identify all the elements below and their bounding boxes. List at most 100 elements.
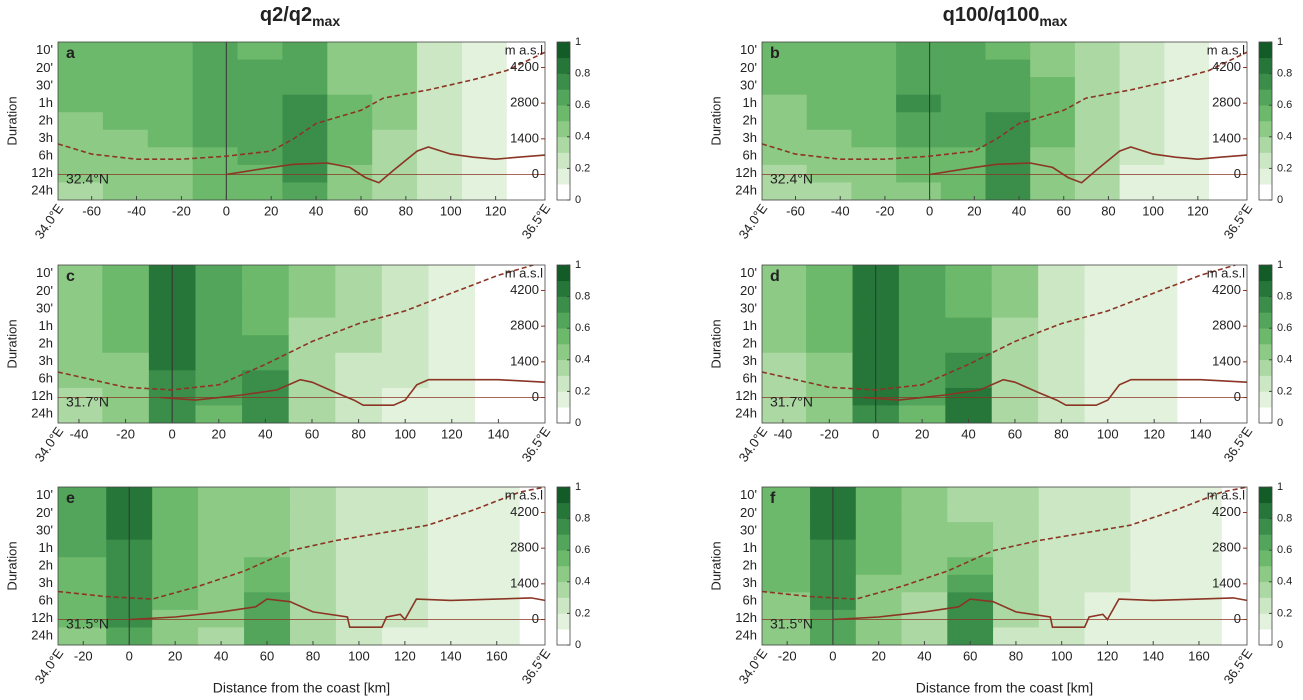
y-tick-label: 6h [39, 593, 53, 608]
heat-cell [381, 487, 429, 505]
y-tick-label: 3h [39, 575, 53, 590]
heat-cell [244, 522, 291, 541]
heat-cell [335, 487, 383, 505]
heat-cell [152, 592, 199, 611]
heat-cell [335, 335, 383, 354]
heat-cell [1209, 129, 1248, 148]
heat-cell [147, 164, 194, 183]
colorbar-frame [1258, 264, 1273, 424]
heat-cell [417, 112, 463, 131]
heat-cell [237, 164, 283, 183]
x-tick-label: 100 [394, 426, 416, 441]
heat-cell [991, 265, 1039, 283]
heat-cell [1176, 609, 1223, 628]
heat-cell [195, 405, 243, 424]
y-axis-label: Duration [4, 319, 19, 368]
heat-cell [1038, 387, 1085, 406]
heat-cell [327, 147, 373, 166]
y-tick-label: 24h [31, 183, 53, 198]
y-tick-label: 24h [31, 628, 53, 643]
colorbar-segment [1259, 407, 1272, 424]
y-tick-label: 10' [740, 42, 757, 57]
heat-cell [242, 300, 290, 319]
heat-cell [993, 574, 1040, 593]
latitude-label: 31.7°N [66, 394, 109, 410]
panel-label: f [770, 490, 776, 507]
heat-cell [152, 557, 199, 576]
heat-cell [475, 352, 523, 371]
heat-cell [945, 405, 993, 424]
heat-cell [147, 147, 194, 166]
heat-cell [1130, 522, 1177, 541]
panel-label: e [66, 490, 75, 507]
y2-tick-label: 2800 [1212, 540, 1241, 555]
y-tick-label: 20' [740, 505, 757, 520]
heat-cell [192, 94, 238, 113]
heat-cell [288, 370, 336, 389]
colorbar-segment [1259, 487, 1272, 504]
heat-cell [58, 77, 104, 96]
heat-cell [1038, 352, 1085, 371]
x-tick-label: 140 [1142, 648, 1164, 663]
heat-cell [1209, 77, 1248, 96]
y-axis-label: Duration [708, 319, 723, 368]
heat-cell [898, 352, 946, 371]
y2-axis-label: m a.s.l [505, 265, 543, 280]
dashed-profile [58, 487, 545, 600]
y-tick-label: 1h [743, 540, 757, 555]
title-text: q100/q100 [943, 4, 1040, 26]
colorbar-frame [556, 486, 571, 646]
heat-cell [1074, 59, 1121, 78]
y2-tick-label: 4200 [1212, 282, 1241, 297]
heat-cell [1221, 557, 1248, 576]
heat-cell [102, 300, 150, 319]
heat-cell [519, 504, 546, 523]
heat-cell [806, 352, 853, 371]
heat-cell [1119, 42, 1165, 60]
heat-cell [851, 59, 897, 78]
heat-cell [1084, 627, 1131, 646]
colorbar-segment [1259, 581, 1272, 598]
heat-cell [237, 42, 283, 60]
heat-cell [901, 504, 948, 523]
heat-cell [1177, 352, 1225, 371]
x-end-label: 36.5°E [1221, 424, 1256, 465]
x-tick-label: 160 [1188, 648, 1210, 663]
heat-cell [896, 42, 942, 60]
colorbar-tick-label: 0 [575, 639, 581, 651]
heat-cell [152, 504, 199, 523]
x-tick-label: 100 [1051, 648, 1073, 663]
colorbar-tick-label: 0 [1277, 417, 1283, 429]
heat-cell [428, 387, 476, 406]
heat-cell [985, 129, 1031, 148]
y2-tick-label: 1400 [510, 353, 539, 368]
heat-cell [945, 352, 993, 371]
y2-axis-label: m a.s.l [505, 487, 543, 502]
heat-cell [1030, 94, 1076, 113]
colorbar-tick-label: 0 [575, 417, 581, 429]
heat-cell [198, 557, 245, 576]
heat-cell [1130, 352, 1178, 371]
colorbar-segment [1259, 73, 1272, 90]
colorbar-segment [1259, 57, 1272, 74]
x-tick-label: 60 [963, 648, 977, 663]
heat-cell [521, 370, 546, 389]
heat-cell [1038, 627, 1085, 646]
colorbar-tick-label: 1 [575, 259, 581, 271]
x-end-label: 34.0°E [32, 424, 67, 465]
heat-cell [102, 129, 149, 148]
heat-cell [473, 574, 521, 593]
heat-cell [198, 487, 245, 505]
heat-cell [58, 42, 104, 60]
heat-cell [991, 405, 1039, 424]
heat-cell [290, 592, 337, 611]
heat-cell [244, 627, 291, 646]
heat-cell [102, 352, 150, 371]
heat-cell [762, 487, 811, 505]
colorbar-segment [557, 42, 570, 59]
heat-cell [102, 182, 149, 201]
heat-cell [244, 557, 291, 576]
heat-cell [1084, 300, 1132, 319]
y2-tick-label: 1400 [1212, 130, 1241, 145]
heat-cell [901, 574, 948, 593]
